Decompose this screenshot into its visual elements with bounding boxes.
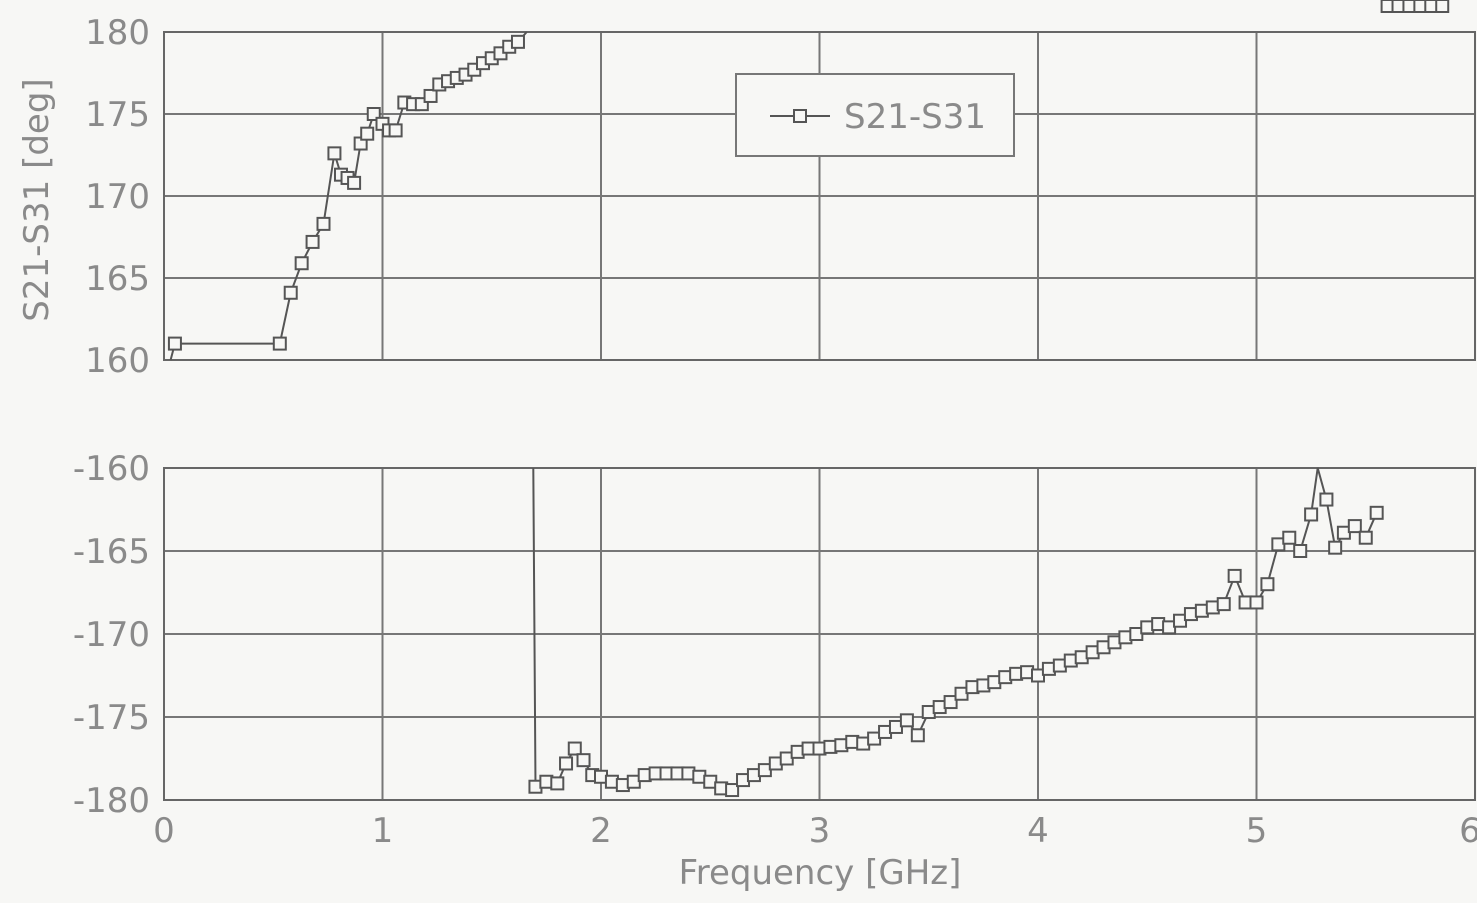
lower-data-point: [1319, 492, 1334, 507]
lower-y-tick-label: -170: [73, 615, 150, 655]
lower-data-point: [1260, 577, 1275, 592]
upper-data-point: [294, 256, 309, 271]
legend-marker: [793, 109, 807, 123]
lower-data-point: [1304, 507, 1319, 522]
upper-data-point: [283, 285, 298, 300]
lower-data-point: [1293, 544, 1308, 558]
y-axis-title: S21-S31 [deg]: [17, 78, 57, 321]
x-tick-label: 1: [372, 811, 394, 851]
lower-data-point: [550, 776, 565, 791]
lower-data-point: [899, 713, 914, 728]
lower-data-point: [1435, 0, 1450, 13]
lower-y-tick-label: -165: [73, 532, 150, 572]
lower-data-point: [1358, 530, 1373, 545]
lower-data-point: [1216, 597, 1231, 612]
upper-data-point: [347, 175, 362, 190]
lower-plot-frame: [163, 467, 1476, 801]
legend-label: S21-S31: [844, 97, 986, 137]
lower-data-point: [1282, 530, 1297, 545]
lower-panel: -180 -175 -170 -165 -160: [73, 0, 1476, 821]
lower-data-point: [1347, 519, 1362, 534]
lower-data-point: [576, 753, 591, 768]
upper-data-point: [327, 146, 342, 161]
x-tick-label: 4: [1027, 811, 1049, 851]
lower-y-tick-label: -180: [73, 781, 150, 821]
x-tick-label: 6: [1459, 811, 1477, 851]
upper-data-point: [272, 336, 287, 351]
x-axis-title: Frequency [GHz]: [679, 853, 962, 893]
lower-data-point: [567, 741, 582, 756]
lower-y-tick-label: -160: [73, 449, 150, 489]
upper-panel: 160 165 170 175 180: [85, 13, 1476, 381]
upper-data-point: [305, 234, 320, 249]
lower-y-tick-label: -175: [73, 698, 150, 738]
x-tick-label: 3: [809, 811, 831, 851]
lower-data-point: [725, 783, 740, 798]
lower-data-point: [943, 695, 958, 710]
x-tick-label: 0: [153, 811, 175, 851]
upper-y-tick-label: 165: [85, 259, 150, 299]
upper-y-tick-label: 160: [85, 341, 150, 381]
lower-data-point: [1249, 595, 1264, 610]
upper-data-point: [360, 126, 375, 141]
lower-data-point: [910, 728, 925, 743]
x-tick-label: 2: [590, 811, 612, 851]
lower-data-point: [559, 756, 574, 771]
lower-data-point: [1227, 568, 1242, 583]
upper-data-point: [388, 123, 403, 138]
upper-data-point: [316, 216, 331, 231]
upper-data-point: [167, 336, 182, 351]
legend: S21-S31: [735, 73, 1015, 157]
x-tick-labels: 0 1 2 3 4 5 6: [153, 811, 1477, 851]
upper-plot-frame: [163, 31, 1476, 361]
upper-data-point: [510, 34, 525, 49]
upper-data-point: [423, 88, 438, 103]
x-tick-label: 5: [1246, 811, 1268, 851]
lower-series-line: [532, 467, 1378, 792]
upper-y-tick-label: 180: [85, 13, 150, 53]
lower-data-point: [1369, 505, 1384, 520]
lower-data-point: [1328, 540, 1343, 555]
upper-y-tick-label: 170: [85, 177, 150, 217]
upper-y-tick-label: 175: [85, 95, 150, 135]
